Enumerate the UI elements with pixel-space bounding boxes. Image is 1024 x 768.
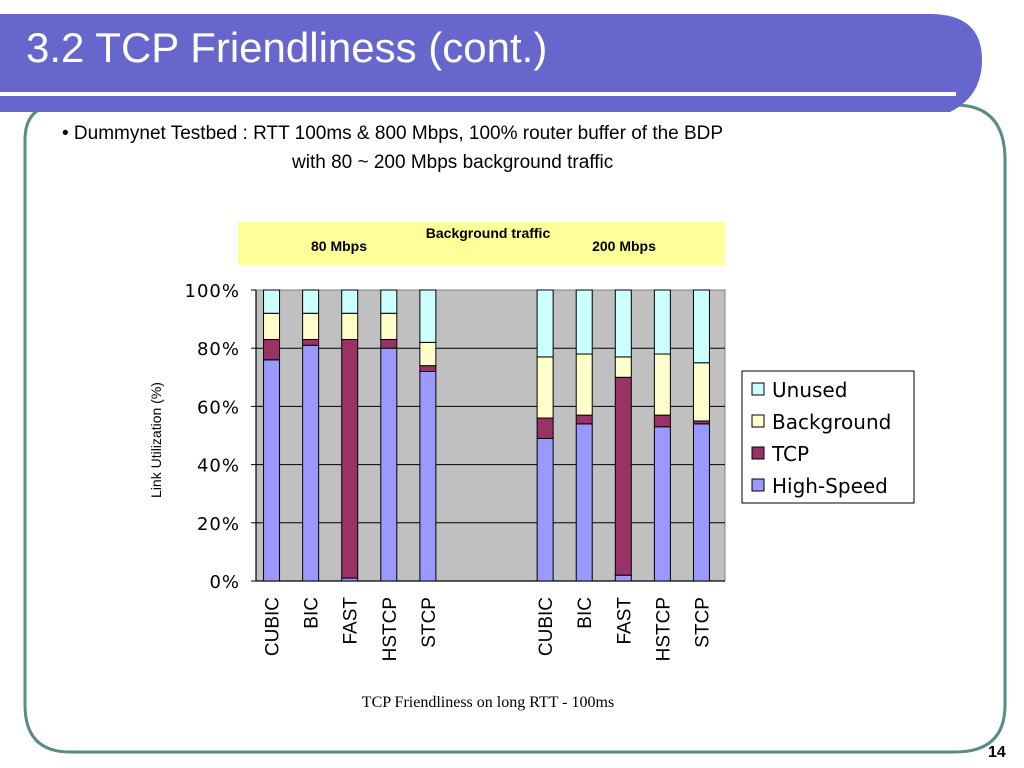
bar-background-stcp-4 [419,341,437,367]
title-underline [0,92,956,96]
legend-swatch-tcp [751,446,765,460]
slide-title: 3.2 TCP Friendliness (cont.) [26,24,548,71]
y-tick-label: 60% [197,397,240,418]
plot-area [255,289,726,582]
bar-tcp-hstcp-8 [653,414,671,428]
bar-background-fast-2 [341,312,359,340]
legend-swatch-unused [751,382,765,396]
y-axis-label: Link Utilization (%) [148,382,164,498]
bar-tcp-stcp-4 [419,365,437,372]
bar-unused-hstcp-8 [653,289,671,355]
bullet-line-1: • Dummynet Testbed : RTT 100ms & 800 Mbp… [62,123,724,144]
bar-unused-cubic-5 [536,289,554,358]
x-tick-label-stcp-9: STCP [692,597,713,648]
legend-label-background: Background [772,410,891,434]
bar-unused-bic-1 [302,289,320,314]
legend-swatch-high-speed [751,478,765,492]
x-tick-label-stcp-4: STCP [419,597,440,648]
banner-label-80mbps: 80 Mbps [311,238,367,254]
bullet-line-2: with 80 ~ 200 Mbps background traffic [292,152,614,173]
x-tick-label-bic-6: BIC [575,597,596,629]
y-tick-label: 20% [197,514,240,535]
bar-high-speed-stcp-4 [419,370,437,582]
bar-tcp-bic-1 [302,338,320,346]
banner-label-200mbps: 200 Mbps [592,238,656,254]
y-tick-label: 0% [209,572,240,593]
bar-tcp-fast-2 [341,338,359,579]
x-tick-label-hstcp-8: HSTCP [653,597,674,661]
banner-title: Background traffic [426,225,551,241]
bar-background-cubic-0 [263,312,281,340]
bar-unused-hstcp-3 [380,289,398,314]
bar-tcp-bic-6 [575,414,593,425]
bar-background-bic-1 [302,312,320,340]
bar-high-speed-cubic-5 [536,437,554,582]
legend-label-tcp: TCP [771,442,809,466]
x-tick-label-fast-2: FAST [341,597,362,645]
bar-background-bic-6 [575,353,593,416]
bar-tcp-cubic-0 [263,338,281,361]
legend-label-high-speed: High-Speed [772,474,888,498]
legend-swatch-background [751,414,765,428]
y-tick-label: 40% [197,456,240,477]
x-tick-label-bic-1: BIC [302,597,323,629]
bar-tcp-cubic-5 [536,417,554,439]
bar-background-stcp-9 [692,362,710,422]
bar-unused-fast-2 [341,289,359,314]
bar-background-hstcp-3 [380,312,398,340]
bar-high-speed-bic-6 [575,423,593,582]
bar-unused-bic-6 [575,289,593,355]
bar-unused-cubic-0 [263,289,281,314]
y-tick-label: 100% [185,281,240,302]
bar-tcp-hstcp-3 [380,338,398,349]
bar-background-fast-7 [614,356,632,378]
bar-background-cubic-5 [536,356,554,419]
x-tick-label-cubic-0: CUBIC [263,597,284,656]
bar-tcp-fast-7 [614,376,632,576]
y-tick-label: 80% [197,339,240,360]
bar-high-speed-stcp-9 [692,423,710,582]
bar-high-speed-cubic-0 [263,359,281,582]
page-number: 14 [988,744,1006,761]
title-bar [0,14,982,112]
bar-unused-stcp-4 [419,289,437,343]
bar-high-speed-hstcp-3 [380,347,398,582]
background-traffic-banner [238,222,725,265]
x-tick-label-fast-7: FAST [614,597,635,645]
x-tick-label-cubic-5: CUBIC [536,597,557,656]
legend [741,370,915,504]
bar-high-speed-bic-1 [302,344,320,582]
bar-unused-stcp-9 [692,289,710,364]
x-tick-label-hstcp-3: HSTCP [380,597,401,661]
bar-background-hstcp-8 [653,353,671,416]
bar-high-speed-fast-7 [614,574,632,582]
bar-unused-fast-7 [614,289,632,358]
chart-caption: TCP Friendliness on long RTT - 100ms [362,694,614,711]
bar-high-speed-hstcp-8 [653,426,671,582]
content-frame [23,103,1007,754]
legend-label-unused: Unused [772,378,847,402]
